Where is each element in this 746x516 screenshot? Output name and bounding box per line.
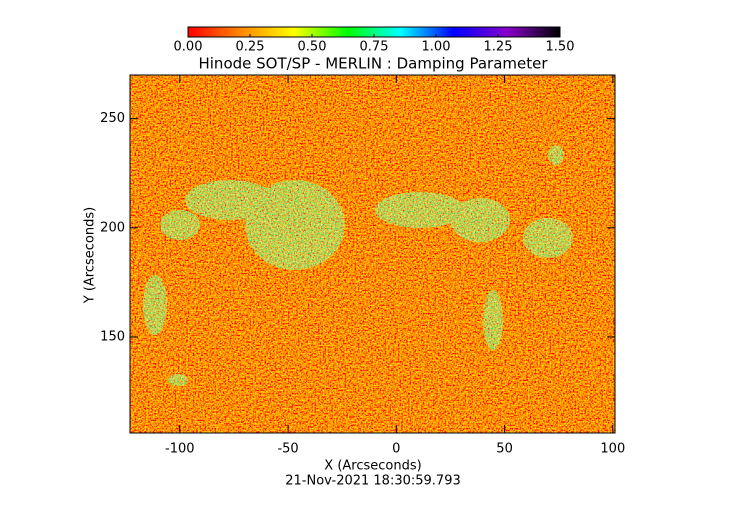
colorbar-tick-label: 0.75	[360, 40, 389, 55]
x-tick-label: -50	[277, 442, 298, 457]
x-axis-label: X (Arcseconds)	[324, 459, 421, 474]
x-tick-label: 100	[600, 442, 625, 457]
colorbar-tick-label: 0.25	[236, 40, 265, 55]
colorbar-tick-label: 1.50	[546, 40, 575, 55]
annotation: 21-Nov-2021 18:30:59.793	[285, 474, 461, 489]
y-tick-label: 200	[100, 220, 125, 235]
colorbar-tick-label: 1.25	[484, 40, 513, 55]
colorbar-tick-label: 0.50	[298, 40, 327, 55]
map-features	[143, 145, 573, 386]
y-tick-label: 250	[100, 111, 125, 126]
x-tick-label: 0	[392, 442, 400, 457]
colorbar-tick-label: 0.00	[174, 40, 203, 55]
x-tick-label: -100	[165, 442, 195, 457]
y-axis-label: Y (Arcseconds)	[83, 207, 98, 304]
colorbar-tick-label: 1.00	[422, 40, 451, 55]
y-tick-label: 150	[100, 329, 125, 344]
chart-title: Hinode SOT/SP - MERLIN : Damping Paramet…	[198, 55, 548, 73]
map	[130, 75, 615, 433]
plot-frame	[129, 74, 616, 434]
x-tick-label: 50	[496, 442, 513, 457]
